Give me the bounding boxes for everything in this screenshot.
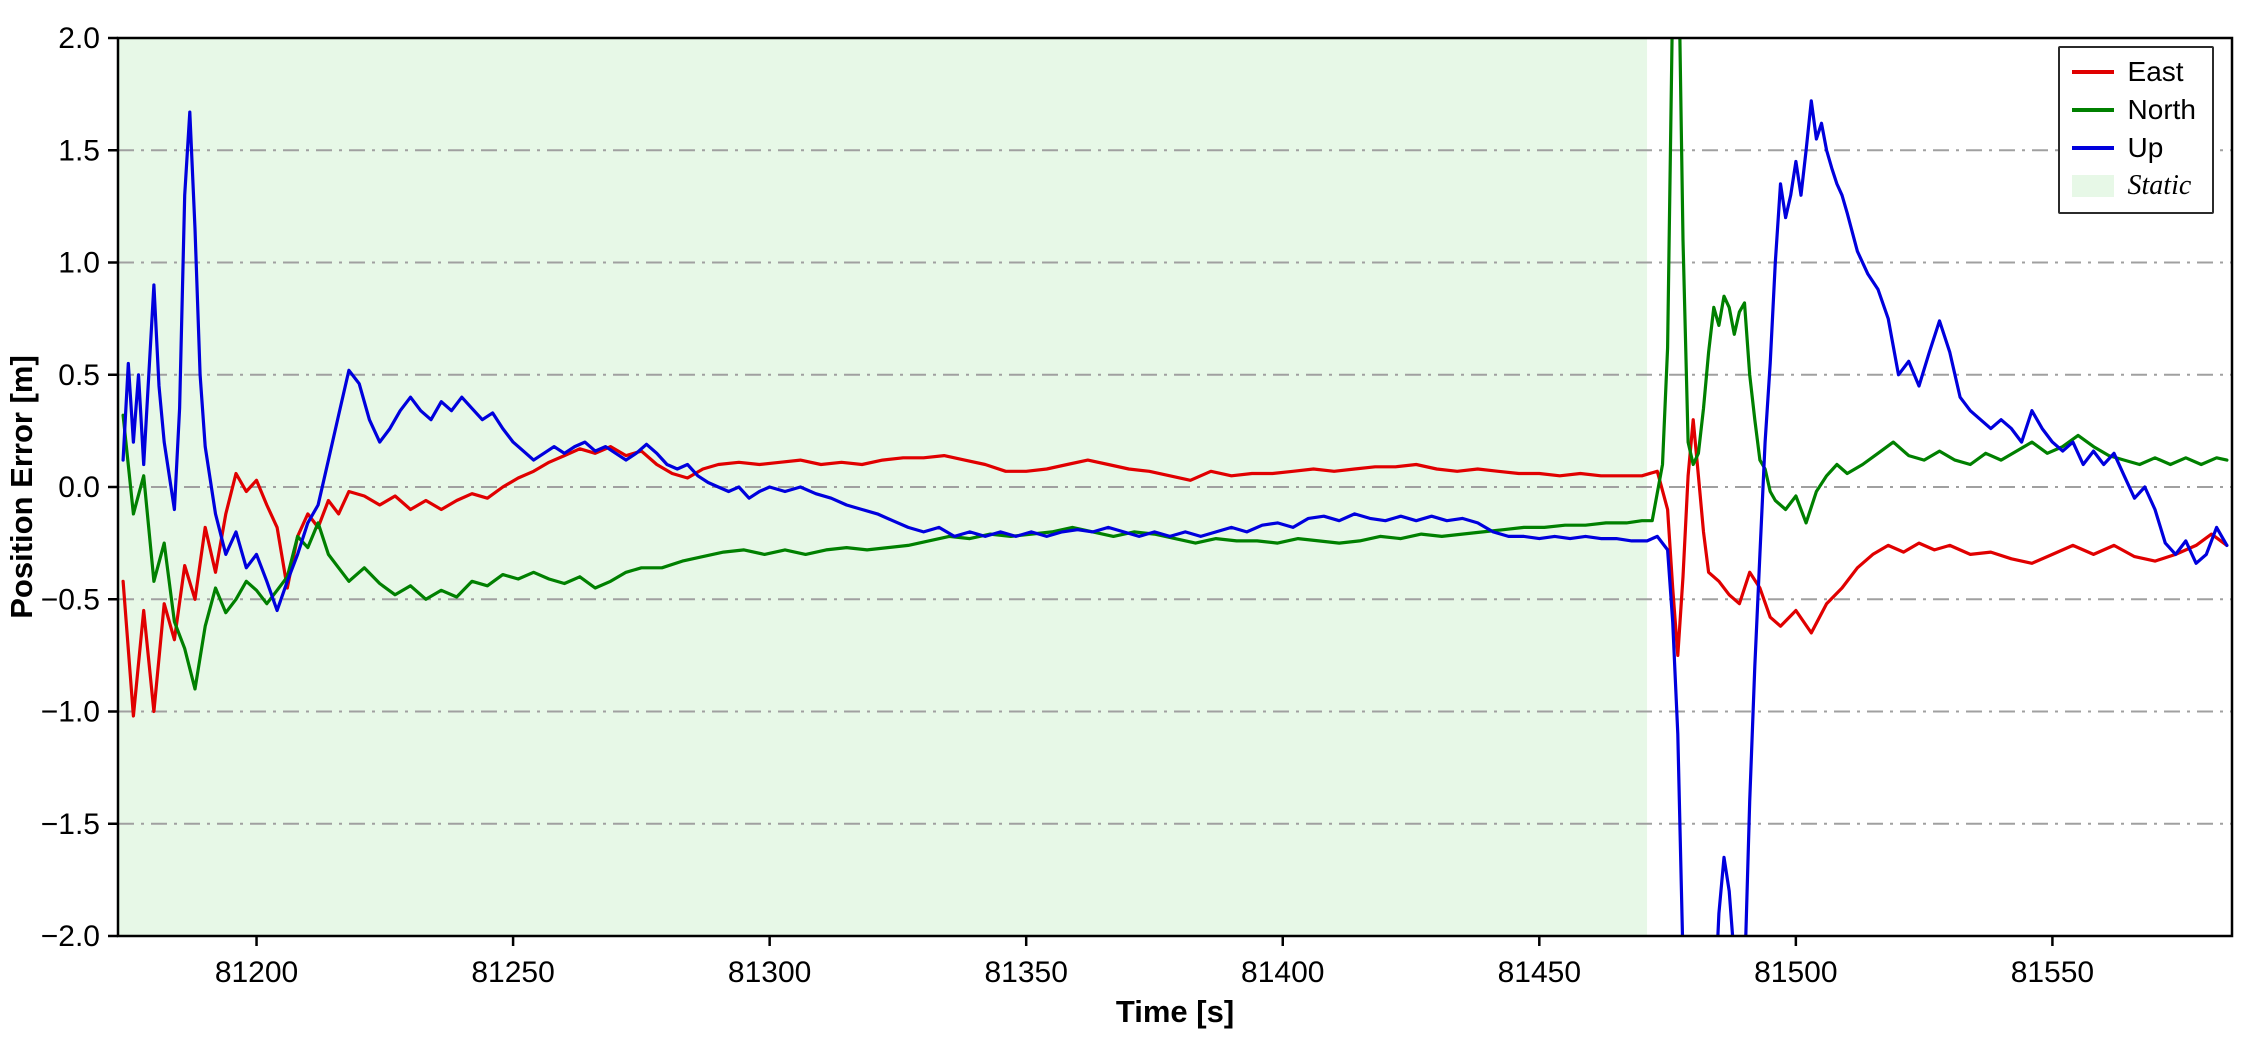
legend-item-east: East <box>2071 56 2196 88</box>
series-line-up <box>121 99 2229 936</box>
x-tick-label: 81250 <box>471 956 554 989</box>
y-tick-label: −1.5 <box>41 808 100 841</box>
legend-item-static: Static <box>2071 170 2196 202</box>
y-tick-label: −1.0 <box>41 696 100 729</box>
x-tick-label: 81300 <box>728 956 811 989</box>
y-tick-label: 1.5 <box>58 134 100 167</box>
legend-label: Static <box>2127 170 2192 201</box>
legend-line-swatch-north <box>2071 108 2114 112</box>
x-tick-label: 81400 <box>1241 956 1324 989</box>
y-tick-label: −2.0 <box>41 920 100 953</box>
legend-patch-swatch-static <box>2071 175 2114 197</box>
series-line-north <box>121 38 2229 691</box>
x-tick-label: 81500 <box>1754 956 1837 989</box>
legend-label: Up <box>2127 132 2164 163</box>
x-tick-label: 81350 <box>984 956 1067 989</box>
y-tick-label: 0.0 <box>58 471 100 504</box>
x-tick-label: 81200 <box>215 956 298 989</box>
x-axis-label: Time [s] <box>1116 994 1234 1029</box>
x-tick-label: 81450 <box>1498 956 1581 989</box>
y-axis-label: Position Error [m] <box>4 355 39 619</box>
legend-item-up: Up <box>2071 132 2196 164</box>
y-tick-label: 2.0 <box>58 22 100 55</box>
series-line-east <box>121 418 2229 718</box>
y-tick-label: 1.0 <box>58 247 100 280</box>
series-group <box>121 38 2229 936</box>
y-tick-label: −0.5 <box>41 583 100 616</box>
y-tick-label: 0.5 <box>58 359 100 392</box>
legend-line-swatch-east <box>2071 70 2114 74</box>
legend-label: North <box>2127 94 2196 125</box>
legend-line-swatch-up <box>2071 146 2114 150</box>
legend-item-north: North <box>2071 94 2196 126</box>
legend-label: East <box>2127 56 2184 87</box>
legend: East North Up Static <box>2057 46 2214 214</box>
x-tick-label: 81550 <box>2011 956 2094 989</box>
